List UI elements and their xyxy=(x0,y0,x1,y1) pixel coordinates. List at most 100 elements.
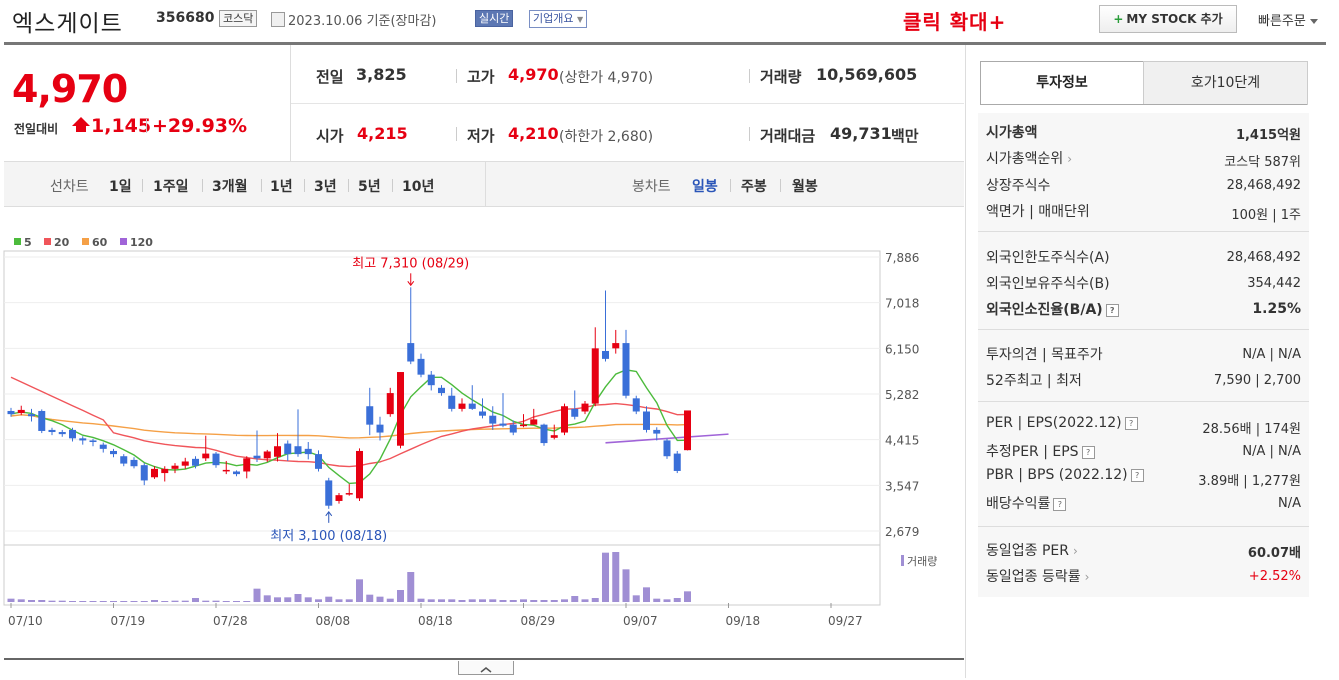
tab-invest-info[interactable]: 투자정보 xyxy=(980,61,1144,105)
volume-bar xyxy=(448,599,456,602)
foreign-hold-label: 외국인보유주식수(B) xyxy=(986,276,1110,292)
prev-close-value: 3,825 xyxy=(356,65,407,84)
period-1d[interactable]: 1일 xyxy=(109,179,132,195)
candle-body xyxy=(407,343,415,362)
quote-separator xyxy=(749,69,750,83)
volume-bar xyxy=(591,598,599,602)
realtime-button[interactable]: 실시간 xyxy=(475,10,514,27)
period-1y[interactable]: 1년 xyxy=(270,179,293,195)
period-1w[interactable]: 1주일 xyxy=(153,179,189,195)
help-icon[interactable]: ? xyxy=(1124,416,1138,430)
volume-bar xyxy=(427,599,435,602)
quote-separator xyxy=(456,127,457,141)
period-separator xyxy=(304,179,305,192)
listed-shares-label: 상장주식수 xyxy=(986,178,1051,194)
period-5y[interactable]: 5년 xyxy=(358,179,381,195)
stock-chart[interactable]: 5 20 60 120 거래량 7,886 7,018 6,150 5,282 4,415 3,… xyxy=(0,207,964,658)
prev-close-label: 전일 xyxy=(316,68,344,86)
tab-orderbook[interactable]: 호가10단계 xyxy=(1143,61,1308,105)
volume-bar xyxy=(48,600,56,602)
candle-body xyxy=(561,406,568,433)
candle-body xyxy=(684,410,691,451)
candle-weekly[interactable]: 주봉 xyxy=(741,179,767,195)
candle-body xyxy=(653,429,661,434)
volume-bar xyxy=(130,601,138,602)
volume-bar xyxy=(315,599,322,602)
pbr-label-text: PBR | BPS (2022.12) xyxy=(986,467,1128,483)
volume-bars: 거래량 xyxy=(7,552,937,602)
volume-bar xyxy=(284,597,292,602)
volume-bar xyxy=(540,600,548,602)
help-icon[interactable]: ? xyxy=(1105,303,1119,317)
add-my-stock-button[interactable]: + MY STOCK 추가 xyxy=(1099,5,1237,33)
candle-body xyxy=(171,465,179,469)
period-3y[interactable]: 3년 xyxy=(314,179,337,195)
period-10y[interactable]: 10년 xyxy=(402,179,435,195)
candle-body xyxy=(161,468,169,474)
candle-body xyxy=(192,458,199,466)
click-zoom-link[interactable]: 클릭 확대+ xyxy=(903,10,1007,34)
volume-bar xyxy=(376,596,384,602)
volume-bar xyxy=(192,598,199,602)
quote-row-divider xyxy=(291,103,964,104)
info-divider xyxy=(978,231,1309,232)
volume-bar xyxy=(263,595,271,602)
volume-bar xyxy=(304,597,312,602)
help-icon[interactable]: ? xyxy=(1081,445,1095,459)
candle-daily[interactable]: 일봉 xyxy=(692,179,718,195)
volume-bar xyxy=(530,600,538,602)
par-value-value: 100원 | 1주 xyxy=(1231,208,1301,223)
low-label: 저가 xyxy=(467,127,495,145)
foreign-ratio-label: 외국인소진율(B/A)? xyxy=(986,299,1119,319)
candle-body xyxy=(612,343,620,349)
collapse-button[interactable] xyxy=(458,661,514,675)
52w-value: 7,590 | 2,700 xyxy=(1213,373,1301,388)
candle-body xyxy=(294,446,302,455)
candle-body xyxy=(530,419,538,425)
sector-change-label[interactable]: 동일업종 등락률 xyxy=(986,566,1089,586)
volume-bar xyxy=(38,600,46,602)
volume-bar xyxy=(140,601,148,602)
volume-bar xyxy=(673,598,681,602)
sector-per-label[interactable]: 동일업종 PER xyxy=(986,540,1078,560)
volume-bar xyxy=(520,599,527,602)
volume-bar xyxy=(509,600,517,602)
candle-body xyxy=(417,358,425,375)
volume-bar xyxy=(7,598,15,602)
candle-chart-label: 봉차트 xyxy=(632,179,671,195)
candle-body xyxy=(489,415,497,424)
candle-body xyxy=(7,410,15,415)
candle-body xyxy=(274,446,281,457)
volume-bar xyxy=(407,572,415,602)
company-overview-dropdown[interactable]: 기업개요 ▼ xyxy=(529,10,588,28)
ma120-line xyxy=(605,433,729,444)
period-separator xyxy=(392,179,393,192)
candle-body xyxy=(479,411,486,416)
volume-bar xyxy=(632,595,640,602)
help-icon[interactable]: ? xyxy=(1053,497,1067,511)
candle-body xyxy=(643,411,650,430)
candle-body xyxy=(79,438,87,441)
market-cap-label: 시가총액 xyxy=(986,125,1038,141)
candle-body xyxy=(38,410,46,431)
ma60-line xyxy=(10,414,688,439)
line-chart-label: 선차트 xyxy=(50,179,89,195)
open-value: 4,215 xyxy=(357,124,408,143)
volume-legend-swatch xyxy=(901,555,904,566)
company-overview-label: 기업개요 xyxy=(533,12,574,25)
candle-body xyxy=(99,444,107,449)
volume-bar xyxy=(69,601,76,602)
help-icon[interactable]: ? xyxy=(1130,468,1144,482)
volume-bar xyxy=(663,599,671,602)
volume-bar xyxy=(571,596,579,602)
candle-body xyxy=(335,495,343,501)
dropdown-caret-icon: ▼ xyxy=(576,15,584,24)
candle-body xyxy=(89,440,97,443)
candle-body xyxy=(325,480,333,506)
sector-change-value: +2.52% xyxy=(1248,569,1301,584)
quick-order-dropdown[interactable]: 빠른주문 xyxy=(1258,10,1318,29)
market-cap-rank-label[interactable]: 시가총액순위 xyxy=(986,148,1072,168)
period-3m[interactable]: 3개월 xyxy=(212,179,248,195)
candle-monthly[interactable]: 월봉 xyxy=(792,179,818,195)
volume-bar xyxy=(345,599,353,602)
